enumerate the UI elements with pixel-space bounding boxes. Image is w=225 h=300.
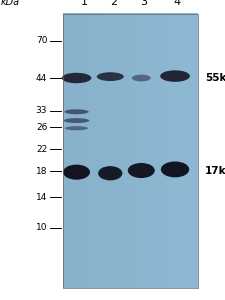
Ellipse shape (97, 72, 124, 81)
Text: 2: 2 (110, 0, 117, 7)
Text: kDa: kDa (1, 0, 20, 7)
Ellipse shape (64, 118, 89, 123)
Text: 1: 1 (80, 0, 88, 7)
Text: 4: 4 (173, 0, 181, 7)
Text: 10: 10 (36, 223, 47, 232)
Text: 3: 3 (140, 0, 147, 7)
Bar (63, 14, 198, 288)
Text: 17kDa: 17kDa (205, 166, 225, 176)
Ellipse shape (98, 166, 122, 180)
Ellipse shape (161, 161, 189, 177)
Ellipse shape (132, 75, 151, 81)
Ellipse shape (65, 126, 88, 130)
Text: 33: 33 (36, 106, 47, 116)
Text: 70: 70 (36, 37, 47, 46)
Ellipse shape (63, 165, 90, 180)
Ellipse shape (128, 163, 155, 178)
Text: 14: 14 (36, 193, 47, 202)
Ellipse shape (64, 109, 89, 114)
Ellipse shape (160, 70, 190, 82)
Text: 18: 18 (36, 167, 47, 176)
Text: 22: 22 (36, 145, 47, 154)
Text: 26: 26 (36, 123, 47, 132)
Text: 44: 44 (36, 74, 47, 82)
Text: 55kDa: 55kDa (205, 73, 225, 83)
Ellipse shape (62, 73, 91, 83)
